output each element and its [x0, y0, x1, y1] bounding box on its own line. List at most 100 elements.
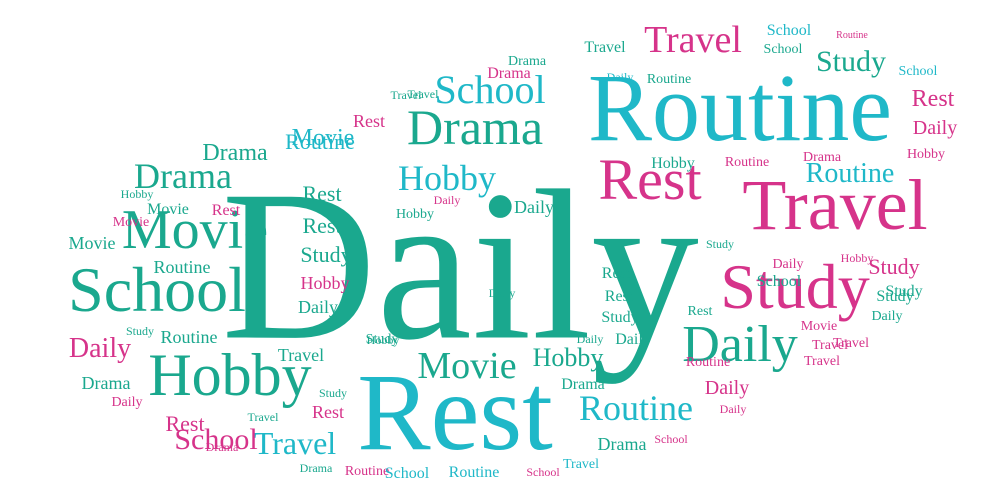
word-cloud-word: Routine [153, 257, 211, 277]
word-cloud-word: Movie [417, 345, 517, 387]
word-cloud-word: Travel [407, 87, 439, 101]
word-cloud-word: Rest [357, 351, 553, 473]
word-cloud-word: Study [885, 283, 923, 300]
word-cloud-word: Drama [507, 54, 547, 69]
word-cloud-word: Daily [298, 297, 338, 317]
word-cloud-word: Routine [285, 129, 355, 154]
word-cloud-word: Movie [121, 199, 269, 261]
word-cloud-word: Daily [68, 333, 132, 364]
word-cloud-word: Study [300, 242, 352, 267]
word-cloud-word: Study [365, 332, 399, 347]
word-cloud-word: Routine [344, 464, 390, 479]
word-cloud-word: Daily [606, 70, 634, 84]
word-cloud-word: School [756, 273, 802, 290]
word-cloud-word: Rest [687, 304, 713, 319]
word-cloud-word: Hobby [840, 251, 874, 265]
word-cloud-word: Hobby [532, 343, 604, 372]
word-cloud-word: Travel [803, 354, 841, 369]
word-cloud-word: Rest [604, 288, 634, 305]
word-cloud-word: Hobby [906, 147, 946, 162]
word-cloud-word: Daily [772, 257, 804, 272]
word-cloud-word: Daily [682, 316, 798, 373]
word-cloud-word: Drama [561, 376, 605, 393]
word-cloud-word: Routine [685, 355, 731, 370]
word-cloud-word: Study [125, 324, 155, 338]
word-cloud-word: Travel [644, 19, 742, 61]
word-cloud-word: Rest [601, 265, 631, 282]
word-cloud-word: Study [720, 251, 870, 322]
word-cloud-word: Travel [253, 425, 337, 461]
word-cloud-word: Rest [311, 402, 345, 422]
word-cloud-word: Daily [719, 402, 747, 416]
word-cloud-word: Movie [147, 201, 189, 218]
word-cloud-word: Travel [742, 165, 928, 245]
word-cloud-word: Study [601, 309, 639, 326]
word-cloud-word: Routine [588, 54, 892, 161]
word-cloud-word: Daily [433, 193, 461, 207]
word-cloud-word: Drama [202, 140, 268, 166]
word-cloud-word: Routine [724, 155, 770, 170]
word-cloud-word: Drama [406, 99, 544, 155]
word-cloud-word: Daily [871, 309, 903, 324]
word-cloud-word: Drama [487, 65, 531, 82]
word-cloud-word: Routine [579, 388, 693, 428]
word-cloud-word: Rest [352, 111, 386, 131]
word-cloud-word: Travel [277, 345, 325, 365]
word-cloud-word: School [384, 465, 430, 482]
word-cloud-word: Study [876, 288, 914, 305]
word-cloud-word: Hobby [148, 342, 312, 408]
word-cloud-word: Routine [805, 158, 895, 189]
word-cloud-word: Daily [111, 395, 143, 410]
word-cloud-word: School [766, 22, 812, 39]
word-cloud-word: School [654, 432, 688, 446]
word-cloud-word: School [68, 254, 246, 325]
word-cloud-word: Daily [488, 286, 516, 300]
word-cloud-word: Travel [811, 338, 849, 353]
word-cloud-word: Travel [562, 457, 600, 472]
word-cloud-word: Drama [299, 461, 333, 475]
word-cloud-word: Hobby [366, 333, 400, 347]
word-cloud-word: School [526, 465, 560, 479]
word-cloud-word: Drama [802, 150, 842, 165]
word-cloud-word: Rest [165, 411, 205, 436]
word-cloud-word: Daily [576, 332, 604, 346]
word-cloud-word: Drama [205, 440, 239, 454]
word-cloud-word: School [434, 67, 546, 112]
word-cloud-word: Movie [291, 125, 355, 151]
word-cloud-word: Hobby [120, 187, 154, 201]
word-cloud-word: Rest [598, 147, 702, 212]
word-cloud-word: Daily [514, 197, 554, 217]
word-cloud-word: Travel [247, 410, 279, 424]
word-cloud-word: Routine [448, 464, 500, 481]
word-cloud-word: Hobby [398, 158, 496, 198]
word-cloud-word: Routine [646, 72, 692, 87]
word-cloud-word: School [174, 423, 258, 456]
word-cloud-word: Hobby [651, 155, 695, 172]
word-cloud-word: Drama [597, 434, 647, 454]
word-cloud-word: Travel [832, 336, 870, 351]
word-cloud-word: Rest [211, 202, 241, 219]
word-cloud-word: Rest [911, 86, 955, 112]
word-cloud-word: Drama [134, 156, 232, 196]
word-cloud-word: Movie [800, 319, 838, 334]
word-cloud-word: Daily [704, 377, 750, 399]
word-cloud-word: Movie [68, 233, 116, 253]
word-cloud-word: Rest [302, 213, 342, 238]
word-cloud-word: Rest [302, 181, 342, 206]
word-cloud-word: Hobby [300, 273, 350, 293]
word-cloud-word: Daily [615, 331, 651, 348]
word-cloud-word: Hobby [395, 207, 435, 222]
word-cloud-word: Study [815, 45, 887, 78]
word-cloud-word: Study [868, 254, 920, 279]
word-cloud-word: Routine [836, 30, 868, 41]
word-cloud-word: Daily [912, 117, 958, 139]
word-cloud-word: Study [705, 237, 735, 251]
word-cloud-word: Study [318, 386, 348, 400]
word-cloud-word: School [898, 64, 938, 79]
word-cloud-word: Travel [390, 88, 422, 102]
word-cloud-word: Drama [81, 373, 131, 393]
word-cloud-word: Movie [112, 215, 150, 230]
word-cloud-word: Routine [160, 327, 218, 347]
word-cloud-word: Travel [584, 39, 626, 56]
